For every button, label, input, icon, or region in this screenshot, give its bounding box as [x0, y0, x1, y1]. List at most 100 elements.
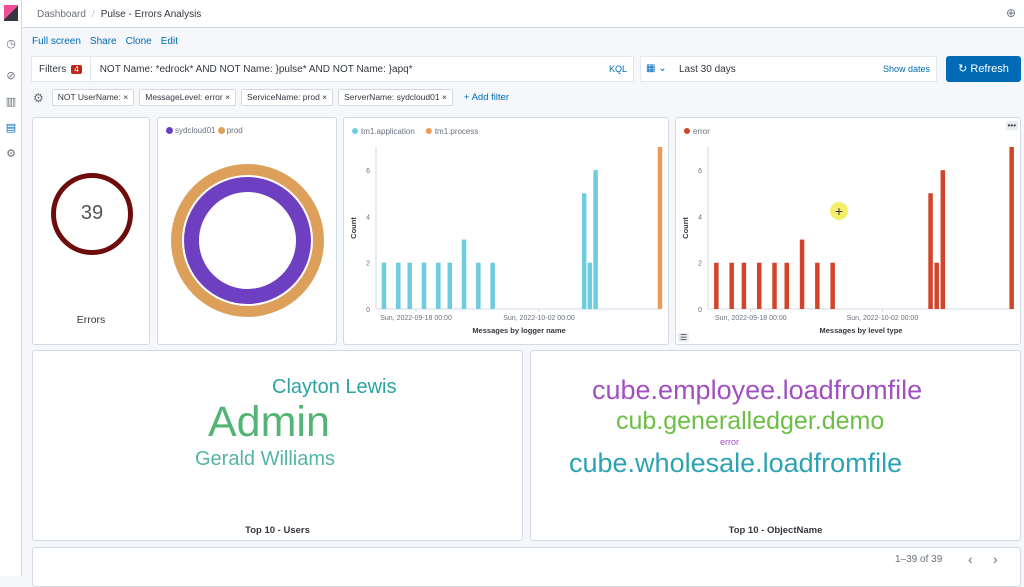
cloud-word: Gerald Williams [195, 448, 336, 470]
x-tick-label: Sun, 2022-09-18 00:00 [380, 315, 452, 322]
legend-toggle-icon[interactable]: ☰ [678, 333, 690, 342]
sidebar: ◷ ⊘ ▥ ▤ ⚙ [0, 0, 22, 576]
x-tick-label: Sun, 2022-10-02 00:00 [503, 315, 575, 322]
divider [89, 57, 91, 81]
kql-button[interactable]: KQL [608, 64, 627, 74]
bar [490, 262, 495, 309]
y-axis-label: Count [681, 217, 690, 239]
breadcrumb-dashboard[interactable]: Dashboard [37, 8, 86, 20]
next-page-icon[interactable]: › [993, 551, 998, 567]
metric-panel: 39 Errors [32, 117, 150, 345]
y-tick-label: 6 [698, 168, 702, 175]
legend-label: error [693, 127, 710, 136]
y-tick-label: 4 [698, 214, 702, 221]
filter-count-badge: 4 [71, 64, 82, 74]
page-title: Pulse - Errors Analysis [100, 8, 202, 20]
gear-icon[interactable]: ⚙ [6, 148, 16, 160]
bar [815, 262, 820, 309]
bar [407, 262, 412, 309]
bar [756, 262, 762, 309]
filters-label[interactable]: Filters [39, 63, 67, 75]
bar [729, 262, 734, 309]
clone-link[interactable]: Clone [125, 35, 152, 47]
cloud-word: cube.employee.loadfromfile [592, 375, 923, 405]
refresh-button[interactable]: ↻ Refresh [946, 56, 1021, 82]
bar [934, 262, 939, 309]
legend-label: tm1.application [361, 127, 415, 136]
bar [714, 262, 719, 309]
logger-chart-panel: tm1.application tm1.process 0 2 4 6 Count Sun, … [343, 117, 669, 345]
bar [476, 262, 481, 309]
compass-icon[interactable]: ⊘ [6, 70, 16, 82]
cloud-word: cub.generalledger.demo [616, 407, 885, 435]
bar [830, 262, 835, 309]
dashboard-actions: Full screen Share Clone Edit [32, 34, 178, 48]
donut-inner-ring [184, 177, 311, 304]
legend: sydcloud01 prod [166, 126, 243, 135]
show-dates-button[interactable]: Show dates [882, 64, 930, 74]
filter-pill[interactable]: ServiceName: prod × [241, 89, 334, 106]
dashboard-icon[interactable]: ▤ [5, 122, 17, 134]
y-tick-label: 0 [366, 307, 370, 314]
bar [928, 193, 933, 309]
legend-dot [684, 128, 690, 134]
y-tick-label: 2 [698, 261, 702, 268]
panel-title: Top 10 - Users [245, 525, 310, 536]
filter-pill[interactable]: MessageLevel: error × [139, 89, 237, 106]
bar [581, 193, 587, 309]
bar [940, 170, 946, 309]
filter-settings-icon[interactable]: ⚙ [33, 90, 44, 105]
users-cloud-panel: Clayton Lewis Admin Gerald Williams Top … [32, 350, 523, 541]
bar [799, 239, 805, 309]
time-picker: ▦ ⌄ Last 30 days Show dates [640, 56, 937, 82]
bar [657, 147, 663, 309]
visualize-icon[interactable]: ▥ [5, 96, 17, 108]
bar [421, 262, 427, 309]
table-panel: 1–39 of 39 ‹ › [32, 547, 1021, 587]
help-icon[interactable]: ⊕ [1005, 6, 1016, 20]
calendar-icon[interactable]: ▦ ⌄ [646, 63, 667, 74]
legend-dot [352, 128, 358, 134]
y-axis-label: Count [349, 217, 358, 239]
objects-cloud-panel: cube.employee.loadfromfile cub.generalle… [530, 350, 1021, 541]
filter-pill[interactable]: ServerName: sydcloud01 × [338, 89, 453, 106]
cloud-word: cube.wholesale.loadfromfile [569, 448, 903, 478]
kibana-logo[interactable] [4, 5, 18, 21]
share-link[interactable]: Share [89, 35, 117, 47]
edit-link[interactable]: Edit [160, 35, 178, 47]
bar [593, 170, 598, 309]
metric-value: 39 [80, 202, 104, 224]
breadcrumb: Dashboard / Pulse - Errors Analysis [37, 0, 201, 28]
query-input[interactable]: NOT Name: *edrock* AND NOT Name: }pulse*… [99, 63, 413, 75]
panel-options-icon[interactable]: ••• [1005, 121, 1018, 130]
y-tick-label: 2 [366, 261, 370, 268]
bar [447, 262, 452, 309]
y-tick-label: 6 [366, 168, 370, 175]
x-axis-title: Messages by logger name [472, 326, 565, 335]
bar [741, 262, 747, 309]
header: Dashboard / Pulse - Errors Analysis ⊕ [22, 0, 1024, 28]
full-screen-link[interactable]: Full screen [32, 35, 81, 47]
breadcrumb-separator: / [91, 8, 95, 20]
bar [461, 239, 467, 309]
prev-page-icon[interactable]: ‹ [968, 551, 973, 567]
bar [784, 262, 789, 309]
query-bar: Filters 4 NOT Name: *edrock* AND NOT Nam… [31, 56, 634, 82]
bar [772, 262, 777, 309]
add-filter-button[interactable]: + Add filter [463, 92, 510, 103]
filter-pill[interactable]: NOT UserName: × [51, 89, 135, 106]
filter-bar: ⚙ NOT UserName: × MessageLevel: error × … [33, 89, 509, 106]
bar [381, 262, 387, 309]
legend-dot [425, 128, 432, 134]
bar [587, 262, 593, 309]
refresh-icon: ↻ [958, 63, 971, 75]
y-tick-label: 4 [366, 214, 370, 221]
donut-panel: sydcloud01 prod [157, 117, 337, 345]
cloud-word: error [720, 437, 740, 447]
refresh-label: Refresh [970, 63, 1009, 75]
legend-label: tm1.process [435, 127, 479, 136]
cloud-word: Clayton Lewis [272, 376, 397, 398]
clock-icon[interactable]: ◷ [6, 38, 16, 50]
bar [436, 262, 441, 309]
time-range[interactable]: Last 30 days [679, 64, 736, 75]
